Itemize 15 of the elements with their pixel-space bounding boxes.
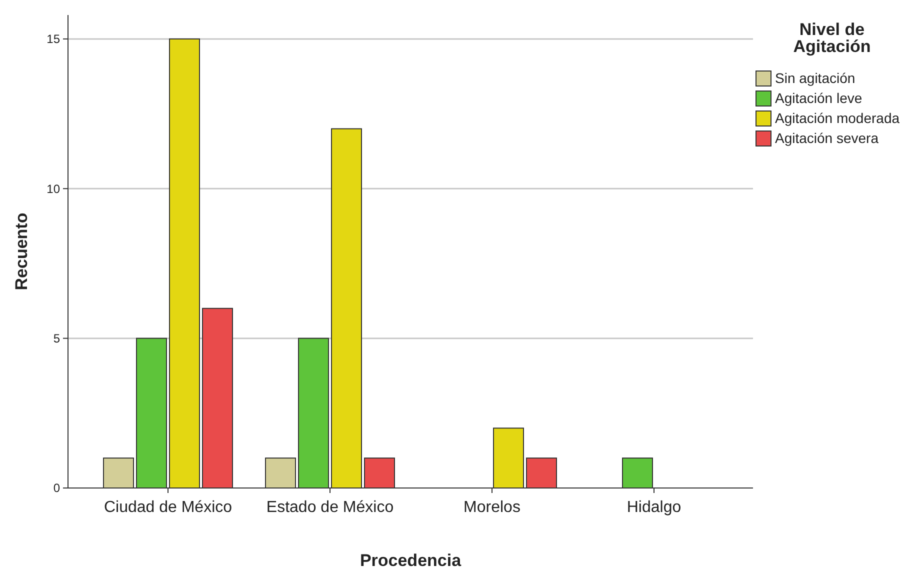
legend-label: Agitación moderada xyxy=(775,110,900,126)
y-tick-label: 15 xyxy=(46,32,60,46)
y-axis-title: Recuento xyxy=(12,212,31,290)
legend-label: Sin agitación xyxy=(775,70,856,86)
y-tick-label: 0 xyxy=(53,481,60,496)
legend-title: Nivel de Agitación xyxy=(793,20,871,56)
legend-label: Agitación leve xyxy=(775,90,862,106)
x-tick-label: Estado de México xyxy=(266,499,394,516)
x-axis-title: Procedencia xyxy=(360,551,462,570)
x-tick-label: Ciudad de México xyxy=(104,499,232,516)
y-tick-label: 5 xyxy=(53,332,60,346)
x-tick-label: Hidalgo xyxy=(626,499,682,516)
legend-label: Agitación severa xyxy=(775,130,879,146)
x-tick-label: Morelos xyxy=(464,499,520,516)
y-tick-label: 10 xyxy=(46,182,60,196)
